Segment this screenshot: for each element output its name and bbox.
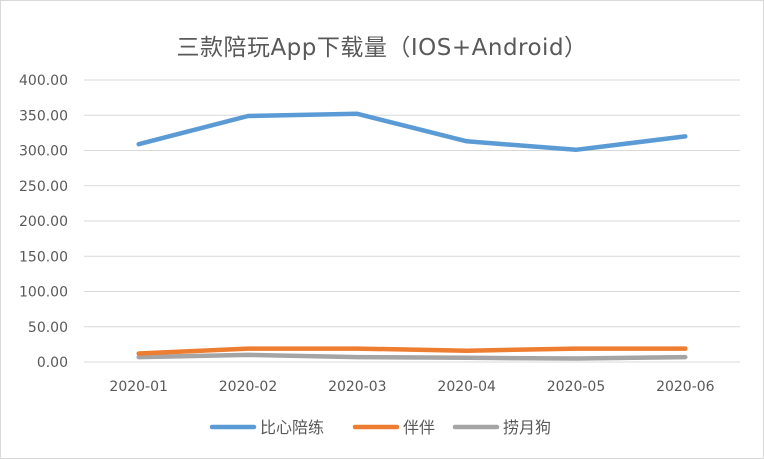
y-tick-label: 50.00 bbox=[28, 320, 68, 336]
y-tick-label: 200.00 bbox=[19, 214, 68, 230]
y-axis-ticks: 0.00 50.00 100.00 150.00 200.00 250.00 300.00 3… bbox=[19, 73, 68, 371]
x-tick-label: 2020-01 bbox=[109, 379, 168, 395]
x-tick-label: 2020-05 bbox=[547, 379, 606, 395]
legend-label: 比心陪练 bbox=[260, 418, 324, 437]
x-tick-label: 2020-04 bbox=[437, 379, 496, 395]
series-line-0 bbox=[136, 111, 688, 153]
x-tick-label: 2020-02 bbox=[219, 379, 278, 395]
series-lines bbox=[136, 111, 688, 361]
y-tick-label: 250.00 bbox=[19, 179, 68, 195]
x-tick-label: 2020-06 bbox=[656, 379, 715, 395]
y-tick-label: 400.00 bbox=[19, 73, 68, 89]
y-tick-label: 0.00 bbox=[37, 355, 68, 371]
legend-label: 伴伴 bbox=[403, 418, 435, 437]
y-tick-label: 150.00 bbox=[19, 249, 68, 265]
legend: 比心陪练 伴伴 捞月狗 bbox=[209, 418, 551, 437]
y-tick-label: 300.00 bbox=[19, 144, 68, 160]
x-tick-label: 2020-03 bbox=[328, 379, 387, 395]
series-line-2 bbox=[136, 352, 688, 361]
x-axis-ticks: 2020-01 2020-02 2020-03 2020-04 2020-05 2020-… bbox=[109, 379, 714, 395]
legend-label: 捞月狗 bbox=[503, 418, 551, 437]
gridlines bbox=[84, 79, 740, 363]
y-tick-label: 350.00 bbox=[19, 108, 68, 124]
series-line-1 bbox=[136, 346, 688, 356]
y-tick-label: 100.00 bbox=[19, 285, 68, 301]
chart-title: 三款陪玩App下载量（IOS+Android） bbox=[176, 35, 588, 61]
